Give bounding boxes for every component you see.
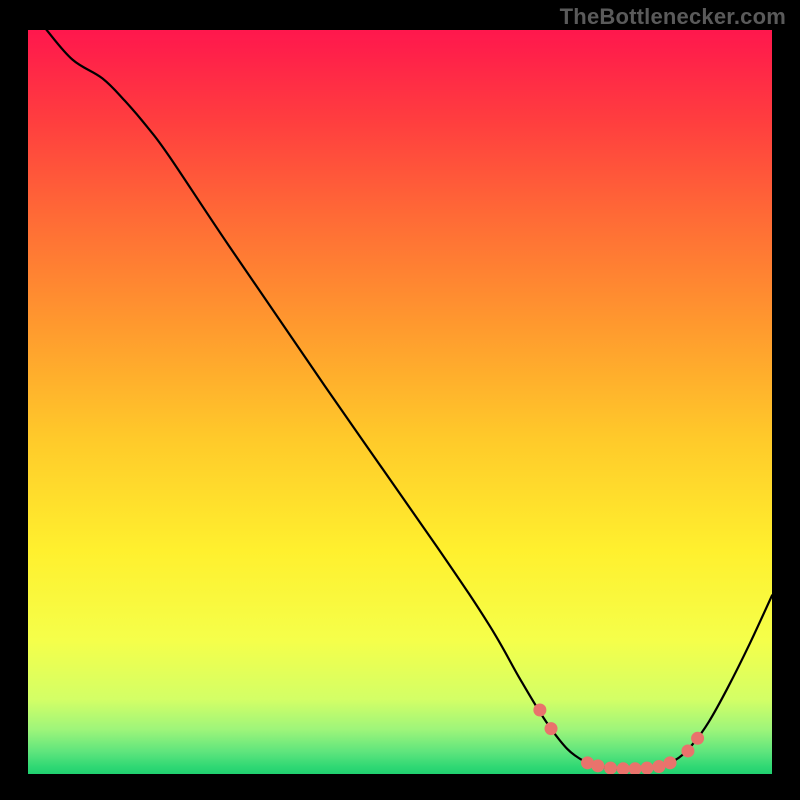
- data-marker: [545, 722, 558, 735]
- attribution-text: TheBottlenecker.com: [560, 4, 786, 30]
- data-marker: [641, 762, 654, 774]
- data-marker: [604, 762, 617, 774]
- data-marker: [533, 704, 546, 717]
- page-root: TheBottlenecker.com: [0, 0, 800, 800]
- chart-background: [28, 30, 772, 774]
- data-marker: [664, 756, 677, 769]
- chart-svg: [28, 30, 772, 774]
- data-marker: [681, 744, 694, 757]
- chart-plot-area: [28, 30, 772, 774]
- data-marker: [691, 732, 704, 745]
- data-marker: [652, 760, 665, 773]
- data-marker: [591, 759, 604, 772]
